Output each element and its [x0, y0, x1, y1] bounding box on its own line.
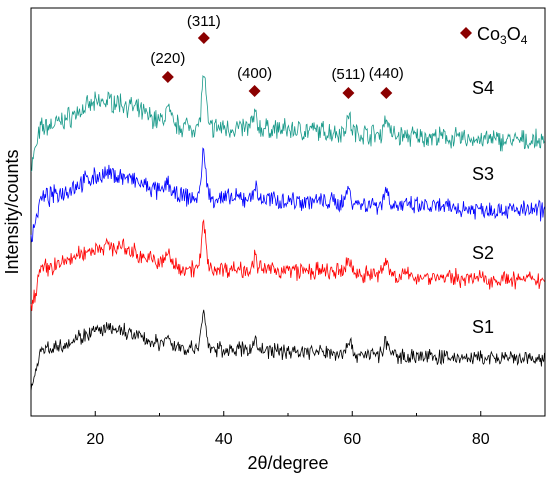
peak-marker-diamond	[380, 87, 393, 99]
x-axis-title: 2θ/degree	[247, 453, 328, 473]
peak-hkl-label: (511)	[331, 66, 365, 83]
y-axis-title: Intensity/counts	[2, 149, 22, 274]
series-label-s3: S3	[472, 164, 494, 184]
legend: Co3O4	[460, 24, 528, 47]
x-axis-ticks: 20 40 60 80	[30, 411, 546, 448]
x-tick-label: 80	[472, 431, 490, 448]
x-tick-label: 20	[86, 431, 104, 448]
series-label-s4: S4	[472, 78, 494, 98]
peak-hkl-label: (400)	[237, 65, 272, 82]
series-label-s1: S1	[472, 317, 494, 337]
peak-markers: (220) (311) (400) (511) (440)	[150, 13, 404, 99]
series-line-s1	[30, 309, 545, 392]
peak-marker-diamond	[248, 85, 261, 97]
series-layer: S4 S3 S2 S1	[30, 75, 545, 392]
peak-marker-diamond	[342, 87, 355, 99]
peak-marker-diamond	[161, 71, 174, 83]
peak-marker-diamond	[197, 32, 210, 44]
peak-hkl-label: (440)	[369, 65, 404, 82]
series-line-s4	[30, 75, 545, 172]
series-line-s3	[30, 147, 545, 243]
x-tick-label: 60	[343, 431, 361, 448]
series-line-s2	[30, 218, 545, 311]
peak-hkl-label: (220)	[150, 50, 185, 67]
legend-label: Co3O4	[477, 24, 528, 47]
series-label-s2: S2	[472, 243, 494, 263]
peak-hkl-label: (311)	[187, 13, 221, 30]
x-tick-label: 40	[215, 431, 233, 448]
legend-marker-diamond-icon	[460, 27, 472, 39]
